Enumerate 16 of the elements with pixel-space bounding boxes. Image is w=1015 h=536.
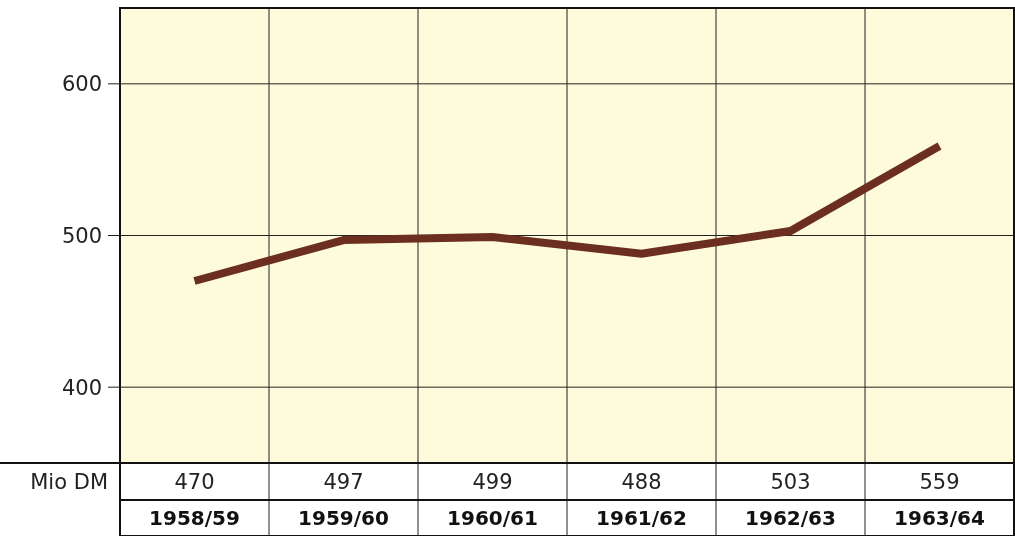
y-tick-label: 500 (61, 223, 102, 248)
data-label: 497 (323, 469, 364, 494)
x-tick-label: 1960/61 (447, 506, 538, 530)
data-label: 488 (621, 469, 662, 494)
y-tick-label: 600 (61, 72, 102, 97)
y-tick-label: 400 (61, 375, 102, 400)
data-label: 503 (770, 469, 811, 494)
data-label: 499 (472, 469, 513, 494)
data-label: 470 (174, 469, 215, 494)
y-axis-title: Mio DM (30, 469, 108, 494)
x-tick-label: 1961/62 (596, 506, 687, 530)
data-label: 559 (919, 469, 960, 494)
x-tick-label: 1963/64 (894, 506, 985, 530)
x-tick-label: 1962/63 (745, 506, 836, 530)
x-tick-label: 1958/59 (149, 506, 240, 530)
x-tick-label: 1959/60 (298, 506, 389, 530)
